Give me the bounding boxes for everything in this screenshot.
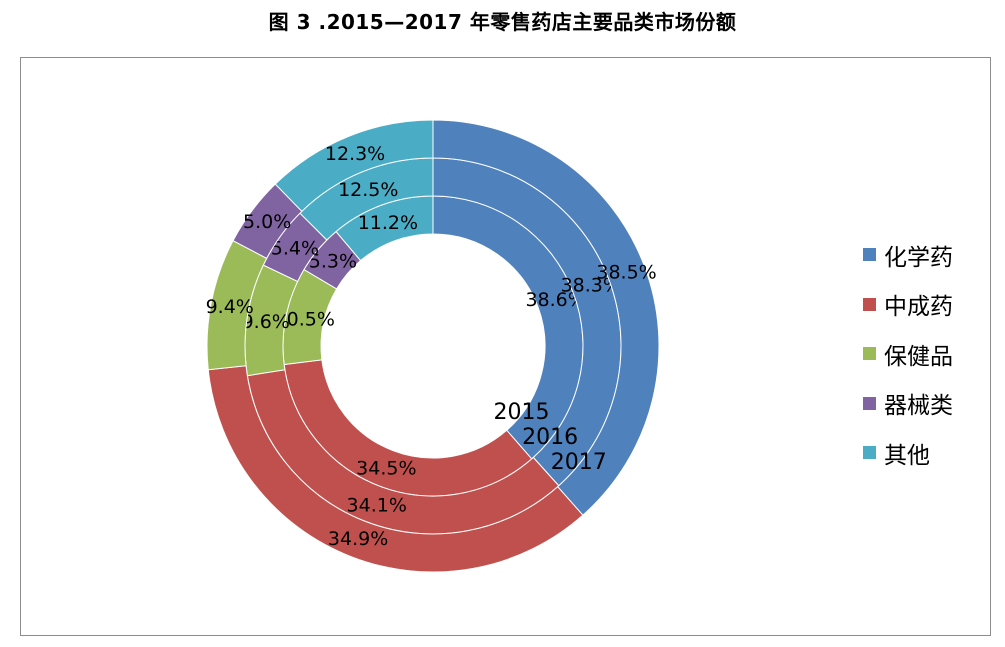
- legend-label: 其他: [884, 442, 930, 469]
- data-label-2015-3: 5.3%: [309, 250, 357, 272]
- data-label-2015-4: 11.2%: [358, 212, 418, 234]
- legend-swatch: [863, 446, 876, 460]
- data-label-2017-0: 38.5%: [596, 262, 656, 284]
- data-label-2016-0: 38.3%: [561, 274, 621, 296]
- legend-label: 中成药: [884, 294, 953, 321]
- legend-swatch: [863, 347, 876, 361]
- legend-item-2: 保健品: [863, 329, 953, 379]
- data-label-2017-1: 34.9%: [328, 528, 388, 550]
- slice-2017-0: [432, 119, 660, 516]
- data-label-2017-4: 12.3%: [325, 143, 385, 165]
- ring-label-2015: 2015: [494, 400, 550, 425]
- legend-swatch: [863, 297, 876, 311]
- chart-title: 图 3 .2015—2017 年零售药店主要品类市场份额: [268, 10, 737, 34]
- data-label-2016-4: 12.5%: [338, 179, 398, 201]
- legend-item-3: 器械类: [863, 379, 953, 429]
- data-label-2015-2: 10.5%: [275, 308, 335, 330]
- data-label-2016-1: 34.1%: [347, 494, 407, 516]
- legend-swatch: [863, 396, 876, 410]
- legend-label: 器械类: [884, 393, 953, 420]
- legend-item-4: 其他: [863, 428, 953, 478]
- data-label-2016-3: 5.4%: [271, 238, 319, 260]
- legend-item-1: 中成药: [863, 280, 953, 330]
- data-label-2015-0: 38.6%: [525, 289, 585, 311]
- ring-label-2016: 2016: [522, 425, 578, 450]
- legend: 化学药中成药保健品器械类其他: [863, 230, 953, 478]
- data-label-2017-2: 9.4%: [206, 296, 254, 318]
- legend-item-0: 化学药: [863, 230, 953, 280]
- chart-frame: [20, 57, 991, 636]
- legend-label: 保健品: [884, 343, 953, 370]
- legend-label: 化学药: [884, 244, 953, 271]
- slice-2017-4: [274, 119, 434, 213]
- ring-label-2017: 2017: [551, 450, 607, 475]
- data-label-2017-3: 5.0%: [243, 211, 291, 233]
- data-label-2016-2: 9.6%: [242, 311, 290, 333]
- data-label-2015-1: 34.5%: [356, 457, 416, 479]
- legend-swatch: [863, 248, 876, 262]
